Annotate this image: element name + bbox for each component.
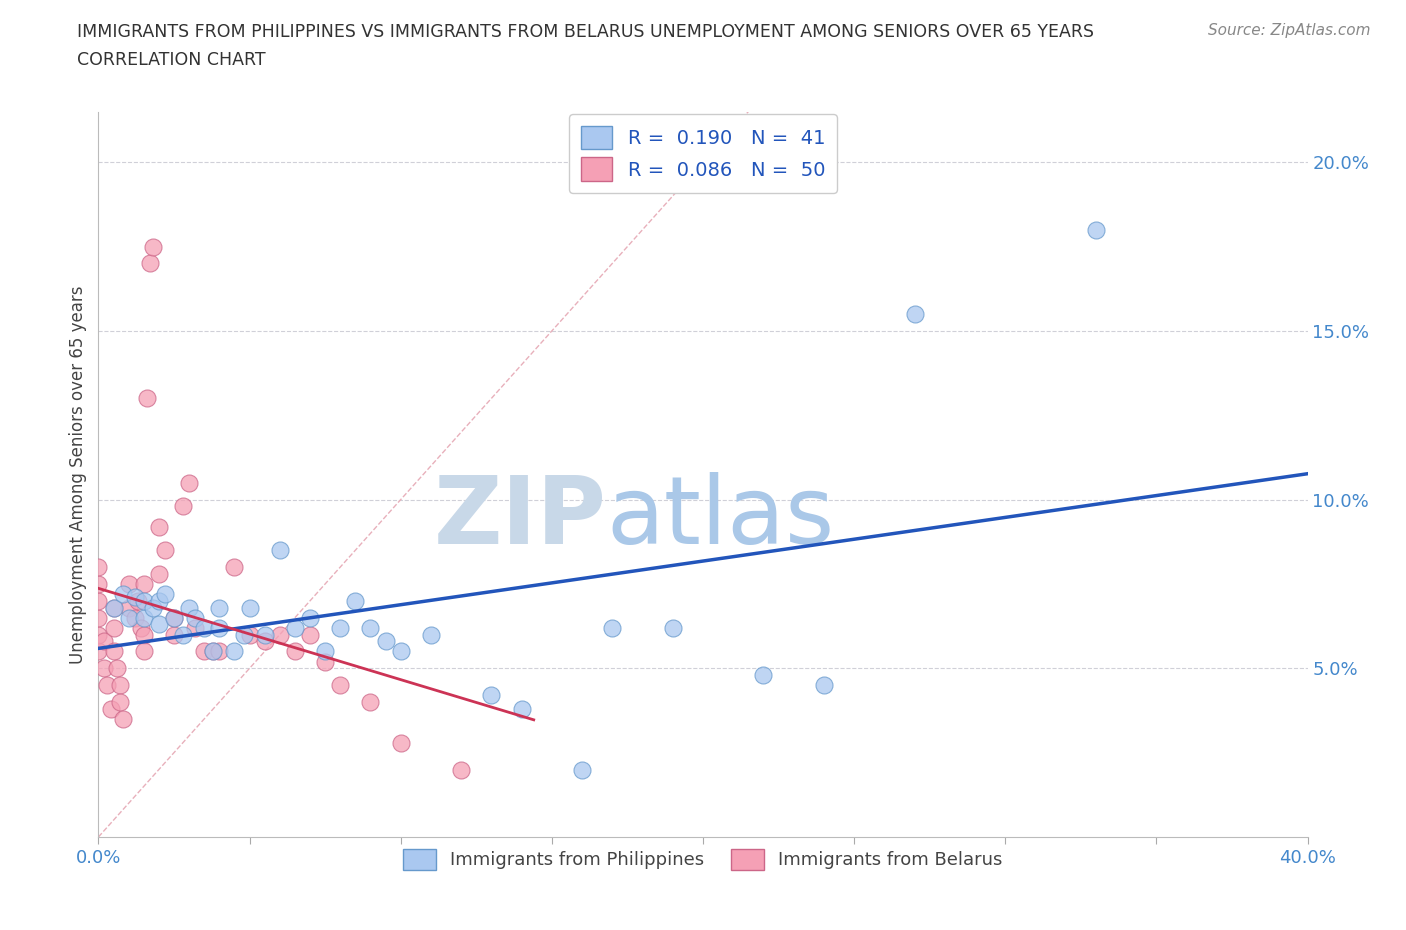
Point [96,678,118,693]
Point [904,307,927,322]
Point [111,587,134,602]
Point [148,519,170,534]
Text: Source: ZipAtlas.com: Source: ZipAtlas.com [1208,23,1371,38]
Point [172,627,194,642]
Point [148,593,170,608]
Point [314,654,336,669]
Point [127,593,149,608]
Point [179,475,201,490]
Point [813,678,835,693]
Point [360,695,382,710]
Point [87,593,110,608]
Point [208,620,231,635]
Point [360,620,382,635]
Point [208,600,231,615]
Point [108,695,131,710]
Point [232,627,254,642]
Point [184,620,207,635]
Point [314,644,336,658]
Point [135,391,157,405]
Y-axis label: Unemployment Among Seniors over 65 years: Unemployment Among Seniors over 65 years [69,286,87,663]
Point [269,543,291,558]
Text: IMMIGRANTS FROM PHILIPPINES VS IMMIGRANTS FROM BELARUS UNEMPLOYMENT AMONG SENIOR: IMMIGRANTS FROM PHILIPPINES VS IMMIGRANT… [77,23,1094,41]
Point [481,688,503,703]
Point [172,498,194,513]
Point [329,620,352,635]
Point [87,610,110,625]
Point [329,678,352,693]
Point [184,610,207,625]
Point [103,600,125,615]
Point [284,620,307,635]
Point [253,627,276,642]
Point [374,634,396,649]
Point [118,577,141,591]
Point [602,620,624,635]
Text: CORRELATION CHART: CORRELATION CHART [77,51,266,69]
Point [420,627,443,642]
Point [202,644,225,658]
Text: atlas: atlas [606,472,835,564]
Point [510,701,533,716]
Point [142,239,165,254]
Point [103,600,125,615]
Point [239,600,262,615]
Point [202,644,225,658]
Point [132,610,155,625]
Point [142,600,165,615]
Point [389,735,412,750]
Point [111,711,134,726]
Point [103,620,125,635]
Point [87,560,110,575]
Point [299,610,322,625]
Point [752,668,775,683]
Point [148,566,170,581]
Point [163,610,186,625]
Text: ZIP: ZIP [433,472,606,564]
Point [389,644,412,658]
Point [224,560,246,575]
Point [118,600,141,615]
Point [103,644,125,658]
Point [179,600,201,615]
Point [661,620,683,635]
Point [124,590,146,604]
Point [153,543,176,558]
Point [105,661,128,676]
Point [93,661,115,676]
Point [87,644,110,658]
Point [132,644,155,658]
Point [284,644,307,658]
Point [93,634,115,649]
Point [193,644,215,658]
Point [224,644,246,658]
Point [129,620,152,635]
Point [108,678,131,693]
Point [148,617,170,631]
Point [132,593,155,608]
Point [100,701,122,716]
Point [87,577,110,591]
Point [208,644,231,658]
Point [344,593,367,608]
Point [571,762,593,777]
Point [269,627,291,642]
Point [163,610,186,625]
Point [450,762,472,777]
Point [132,627,155,642]
Point [163,627,186,642]
Point [1085,222,1108,237]
Point [153,587,176,602]
Legend: Immigrants from Philippines, Immigrants from Belarus: Immigrants from Philippines, Immigrants … [394,840,1012,879]
Point [239,627,262,642]
Point [299,627,322,642]
Point [139,256,162,271]
Point [132,577,155,591]
Point [87,627,110,642]
Point [253,634,276,649]
Point [118,610,141,625]
Point [193,620,215,635]
Point [124,610,146,625]
